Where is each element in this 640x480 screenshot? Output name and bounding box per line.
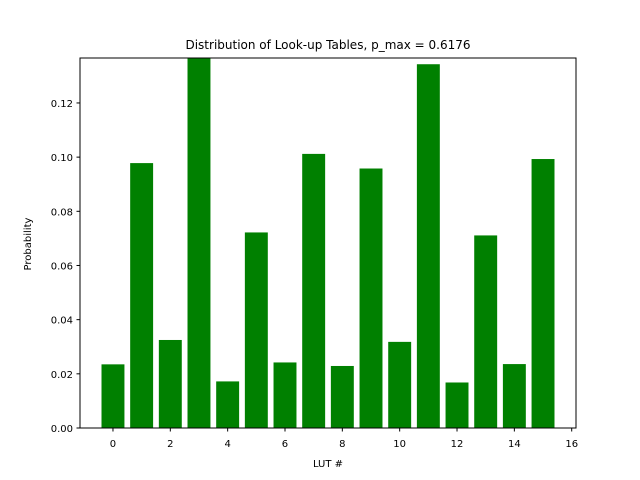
chart-title: Distribution of Look-up Tables, p_max = …: [185, 38, 470, 52]
x-tick-label: 4: [224, 439, 230, 450]
bar-lut-0: [101, 364, 125, 428]
bar-lut-6: [273, 362, 297, 428]
bar-lut-3: [187, 58, 211, 428]
bar-lut-2: [158, 339, 182, 428]
y-tick-label: 0.10: [51, 153, 73, 164]
bars-group: [101, 58, 555, 428]
x-tick-label: 0: [110, 439, 116, 450]
y-tick-label: 0.02: [51, 370, 73, 381]
y-axis-label: Probability: [23, 217, 34, 270]
plot-frame: [79, 57, 577, 429]
bar-lut-14: [502, 364, 526, 428]
bar-lut-10: [388, 341, 412, 428]
x-tick-label: 2: [167, 439, 173, 450]
y-tick-label: 0.08: [51, 207, 73, 218]
bar-lut-7: [302, 153, 326, 428]
x-tick-label: 14: [508, 439, 521, 450]
bar-lut-9: [359, 168, 383, 428]
y-tick-label: 0.04: [51, 316, 73, 327]
bar-lut-13: [474, 235, 498, 428]
bar-lut-1: [130, 163, 154, 428]
x-axis-label: LUT #: [313, 459, 343, 470]
x-tick-label: 16: [565, 439, 578, 450]
bar-lut-4: [216, 381, 240, 428]
bar-lut-11: [416, 64, 440, 428]
bar-lut-15: [531, 159, 555, 428]
y-tick-label: 0.12: [51, 99, 73, 110]
x-tick-label: 8: [339, 439, 345, 450]
y-tick-label: 0.06: [51, 261, 73, 272]
y-tick-label: 0.00: [51, 424, 73, 435]
bar-lut-12: [445, 382, 469, 428]
bar-lut-5: [244, 232, 268, 428]
x-tick-label: 6: [282, 439, 288, 450]
y-ticks-group: 0.00 0.02 0.04 0.06 0.08 0.10 0.12: [51, 99, 80, 435]
x-tick-label: 12: [451, 439, 464, 450]
bar-lut-8: [330, 365, 354, 428]
x-ticks-group: 0 2 4 6 8 10 12 14 16: [110, 428, 578, 450]
x-tick-label: 10: [393, 439, 406, 450]
